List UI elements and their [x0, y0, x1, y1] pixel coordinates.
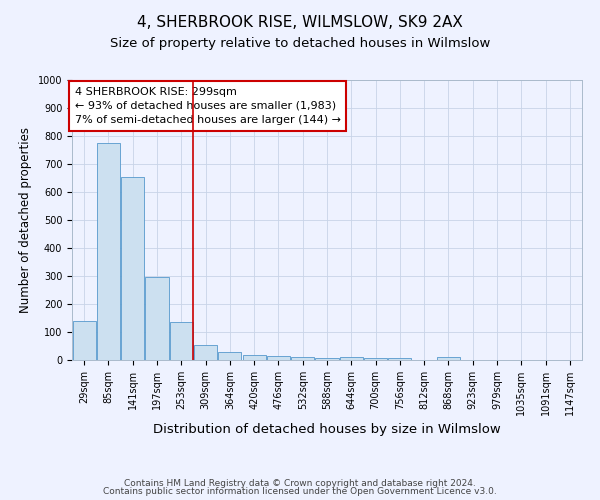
Bar — [437, 356, 460, 360]
Text: 4, SHERBROOK RISE, WILMSLOW, SK9 2AX: 4, SHERBROOK RISE, WILMSLOW, SK9 2AX — [137, 15, 463, 30]
Bar — [291, 357, 314, 360]
Bar — [145, 278, 169, 360]
Bar — [340, 357, 363, 360]
Bar — [388, 358, 412, 360]
Bar — [364, 358, 387, 360]
Text: Contains public sector information licensed under the Open Government Licence v3: Contains public sector information licen… — [103, 487, 497, 496]
Text: 4 SHERBROOK RISE: 299sqm
← 93% of detached houses are smaller (1,983)
7% of semi: 4 SHERBROOK RISE: 299sqm ← 93% of detach… — [74, 87, 341, 125]
Bar — [194, 344, 217, 360]
Bar — [267, 356, 290, 360]
Bar — [316, 358, 338, 360]
Text: Size of property relative to detached houses in Wilmslow: Size of property relative to detached ho… — [110, 38, 490, 51]
Bar — [218, 352, 241, 360]
Text: Contains HM Land Registry data © Crown copyright and database right 2024.: Contains HM Land Registry data © Crown c… — [124, 478, 476, 488]
Bar — [73, 321, 95, 360]
Bar — [242, 355, 266, 360]
Y-axis label: Number of detached properties: Number of detached properties — [19, 127, 32, 313]
X-axis label: Distribution of detached houses by size in Wilmslow: Distribution of detached houses by size … — [153, 424, 501, 436]
Bar — [170, 322, 193, 360]
Bar — [97, 143, 120, 360]
Bar — [121, 176, 144, 360]
